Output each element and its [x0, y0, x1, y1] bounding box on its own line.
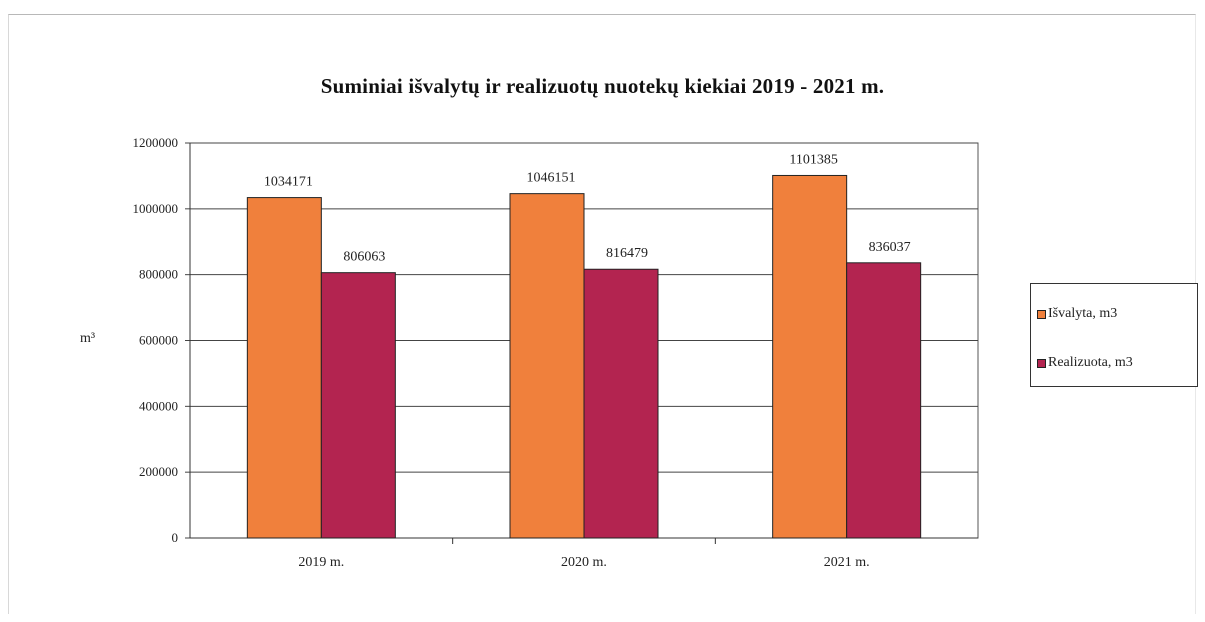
legend-item-isvalyta: Išvalyta, m3	[1037, 306, 1117, 322]
data-label: 806063	[343, 250, 385, 265]
x-tick-label: 2021 m.	[824, 555, 870, 570]
y-tick-label: 600000	[139, 333, 178, 348]
y-tick-label: 1200000	[133, 135, 179, 150]
legend-label-isvalyta: Išvalyta, m3	[1048, 306, 1118, 321]
y-tick-label: 200000	[139, 464, 178, 479]
x-tick-label: 2019 m.	[298, 555, 344, 570]
bar	[772, 174, 848, 539]
data-label: 836037	[869, 240, 911, 255]
legend-label-realizuota: Realizuota, m3	[1048, 355, 1133, 370]
legend-swatch-realizuota	[1037, 358, 1046, 368]
y-tick-label: 0	[172, 530, 179, 545]
bar	[320, 272, 396, 539]
data-label: 816479	[606, 246, 648, 261]
y-axis-label: m³	[80, 331, 96, 346]
y-tick-label: 800000	[139, 267, 178, 282]
y-tick-label: 1000000	[133, 201, 179, 216]
bar	[846, 262, 922, 539]
data-label: 1034171	[264, 175, 313, 190]
data-label: 1101385	[789, 152, 837, 167]
legend-item-realizuota: Realizuota, m3	[1037, 355, 1133, 371]
bar	[509, 193, 585, 539]
data-label: 1046151	[527, 171, 576, 186]
chart-title: Suminiai išvalytų ir realizuotų nuotekų …	[320, 74, 885, 98]
legend-swatch-isvalyta	[1037, 309, 1046, 319]
bar	[246, 197, 322, 539]
y-tick-label: 400000	[139, 398, 178, 413]
x-tick-label: 2020 m.	[561, 555, 607, 570]
bar	[583, 268, 659, 539]
legend: Išvalyta, m3 Realizuota, m3	[1030, 283, 1198, 387]
